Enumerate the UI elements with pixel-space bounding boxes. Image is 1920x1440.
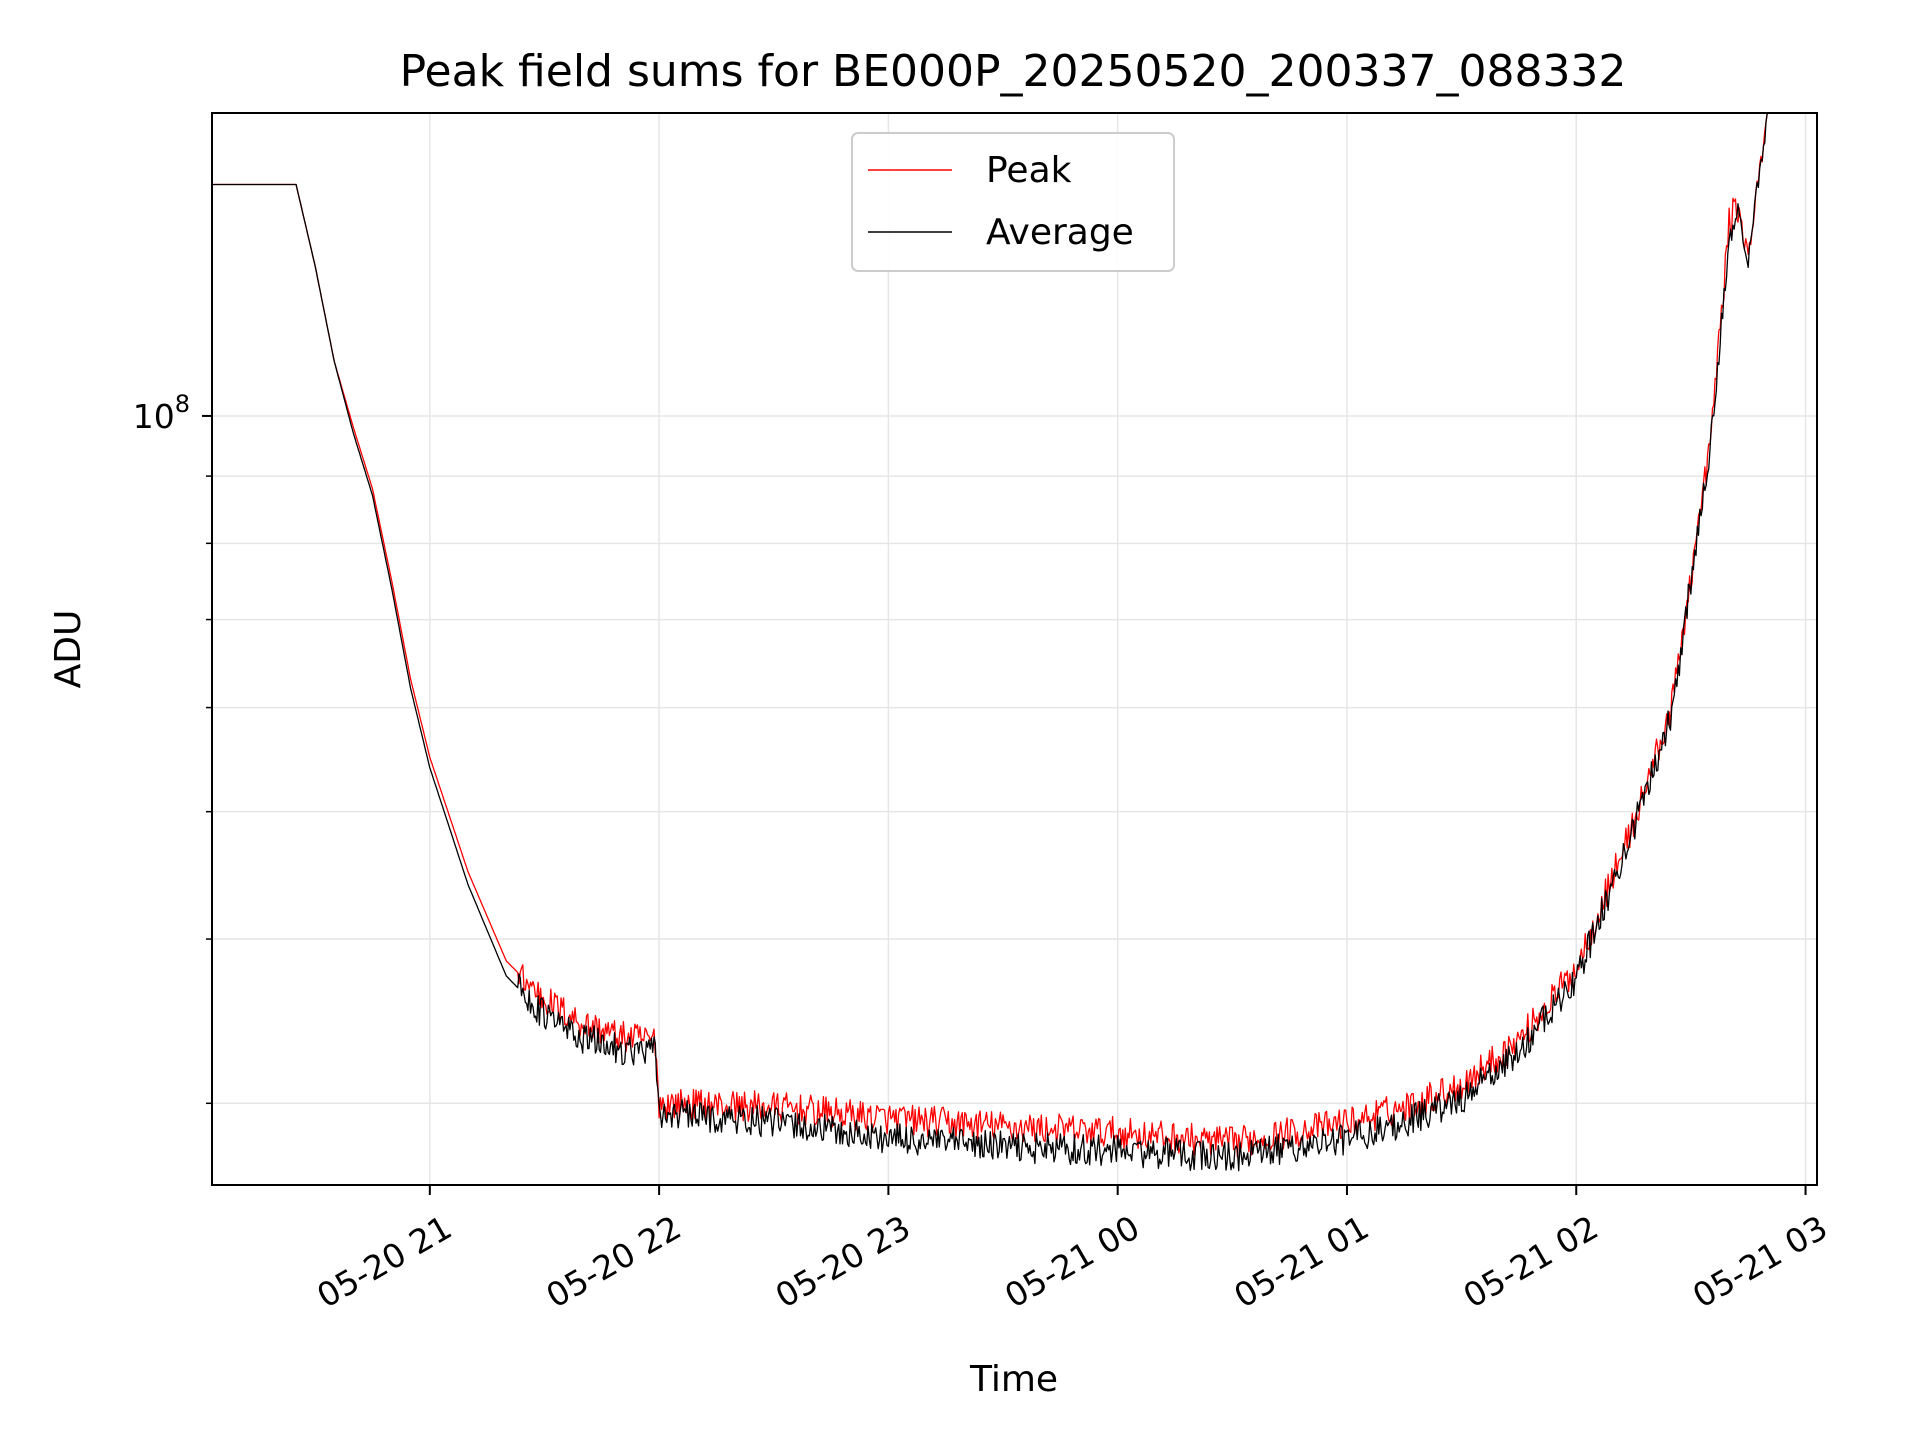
series-line-average xyxy=(212,113,1768,1172)
grid-lines xyxy=(212,113,1817,1185)
chart-title: Peak field sums for BE000P_20250520_2003… xyxy=(400,46,1627,97)
y-tick-label: 108 xyxy=(133,390,190,436)
series-layer xyxy=(212,113,1768,1172)
y-tick-label-exponent: 8 xyxy=(175,390,190,418)
x-axis-label: Time xyxy=(969,1359,1058,1400)
plot-frame xyxy=(211,112,1818,1186)
y-axis-ticks: 108 xyxy=(133,390,212,1105)
y-tick-label-base: 10 xyxy=(133,397,175,436)
legend-label-average: Average xyxy=(986,212,1134,253)
legend-box xyxy=(851,132,1175,272)
legend: Peak Average xyxy=(851,132,1175,272)
legend-label-peak: Peak xyxy=(986,150,1072,191)
y-axis-label: ADU xyxy=(48,610,89,689)
